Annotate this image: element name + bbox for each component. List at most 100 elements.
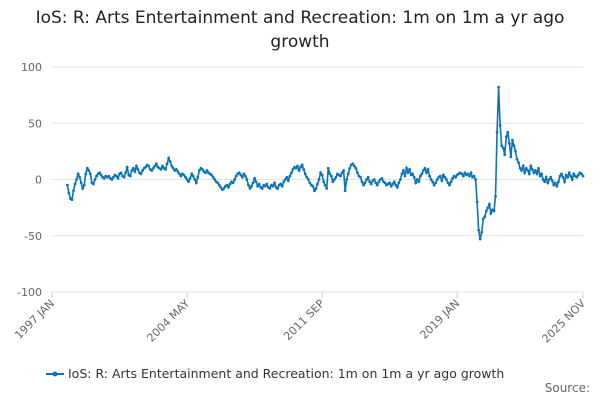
point xyxy=(406,171,410,175)
point xyxy=(483,215,487,219)
point xyxy=(283,178,287,181)
point xyxy=(486,206,490,210)
point xyxy=(228,182,232,186)
point xyxy=(153,164,157,168)
point xyxy=(402,169,405,172)
point xyxy=(247,183,250,187)
point xyxy=(569,174,573,178)
point xyxy=(167,156,171,160)
point xyxy=(161,164,164,168)
point xyxy=(566,175,570,179)
point xyxy=(217,183,221,187)
point xyxy=(517,161,520,165)
point xyxy=(460,172,464,176)
point xyxy=(92,182,95,186)
point xyxy=(359,175,362,179)
point xyxy=(415,178,419,181)
point xyxy=(190,172,194,176)
point xyxy=(116,176,120,180)
point xyxy=(119,171,123,175)
point xyxy=(67,191,71,195)
point xyxy=(300,163,304,167)
point xyxy=(170,164,174,168)
point xyxy=(213,178,217,181)
point xyxy=(248,187,252,190)
point xyxy=(340,171,344,175)
point xyxy=(165,162,169,166)
point xyxy=(331,180,335,184)
point xyxy=(93,178,97,181)
point xyxy=(231,181,235,185)
point xyxy=(78,175,82,179)
point xyxy=(504,135,508,139)
point xyxy=(535,172,539,176)
point xyxy=(561,175,565,179)
point xyxy=(363,181,367,185)
point xyxy=(308,181,312,185)
point xyxy=(234,174,238,178)
point xyxy=(538,174,542,178)
point xyxy=(380,176,384,180)
x-tick-label: 2025 NOV xyxy=(540,297,589,346)
point xyxy=(219,185,223,189)
point xyxy=(400,172,404,176)
point xyxy=(141,169,144,172)
point xyxy=(164,167,167,171)
point xyxy=(348,166,352,170)
point xyxy=(210,173,214,177)
point xyxy=(85,166,89,170)
chart-title: IoS: R: Arts Entertainment and Recreatio… xyxy=(35,8,565,52)
point xyxy=(276,187,279,190)
source: Source: xyxy=(545,381,590,395)
point xyxy=(79,181,83,185)
point xyxy=(558,174,562,178)
point xyxy=(326,166,330,170)
point xyxy=(245,178,249,181)
point xyxy=(461,174,465,178)
point xyxy=(345,178,349,181)
x-tick-label: 1997 JAN xyxy=(12,297,57,342)
point xyxy=(428,174,431,178)
point xyxy=(405,166,408,170)
point xyxy=(204,171,207,175)
point xyxy=(130,169,134,172)
point xyxy=(555,184,559,188)
point xyxy=(420,172,424,176)
point xyxy=(182,173,186,177)
point xyxy=(474,178,477,181)
y-tick-label: 100 xyxy=(21,61,42,74)
point xyxy=(98,171,101,175)
point xyxy=(254,180,258,184)
point xyxy=(250,184,253,188)
point xyxy=(521,164,525,168)
point xyxy=(362,183,365,187)
point xyxy=(191,174,195,178)
legend-marker xyxy=(52,371,58,377)
point xyxy=(375,183,379,187)
point xyxy=(360,180,364,184)
point xyxy=(102,176,106,180)
point xyxy=(392,180,396,184)
x-tick-label: 2019 JAN xyxy=(418,297,463,342)
point xyxy=(251,181,255,185)
point xyxy=(469,171,473,175)
point xyxy=(477,228,481,232)
point xyxy=(296,164,299,168)
point xyxy=(227,185,230,189)
point xyxy=(299,165,303,169)
point xyxy=(481,217,485,221)
point xyxy=(176,170,180,174)
point xyxy=(225,183,229,187)
point xyxy=(256,184,260,188)
point xyxy=(260,187,264,190)
point xyxy=(290,171,293,175)
point xyxy=(303,172,307,176)
point xyxy=(472,174,476,178)
point xyxy=(550,179,554,183)
point xyxy=(575,175,579,179)
point xyxy=(512,144,516,148)
point xyxy=(197,169,201,172)
point xyxy=(567,171,571,175)
point xyxy=(443,175,447,179)
point xyxy=(560,172,563,176)
